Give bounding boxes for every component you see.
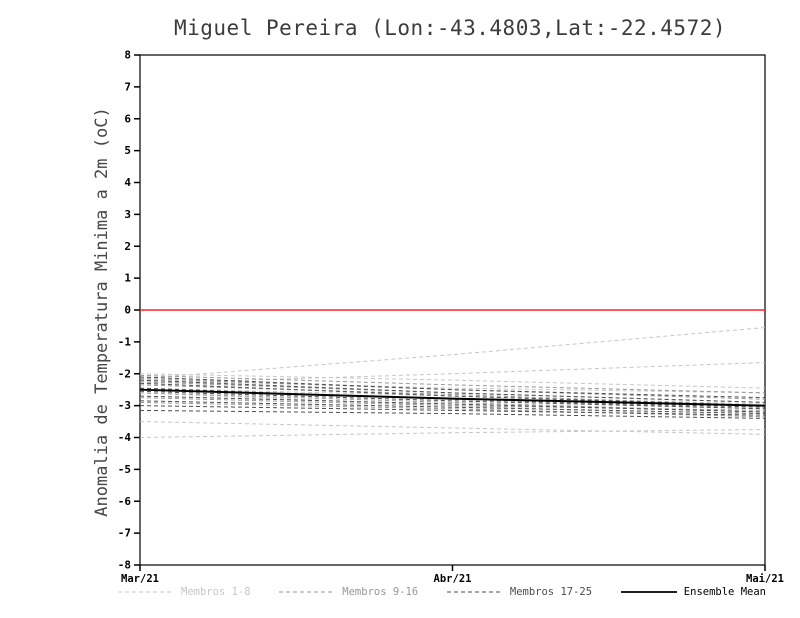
y-tick-label: 4 [124,176,131,189]
y-tick-label: 6 [124,112,131,125]
y-tick-label: -2 [118,367,131,380]
ensemble-member-line [139,405,766,416]
ensemble-member-line [139,390,766,410]
legend-item: Membros 17-25 [446,586,593,598]
y-tick-label: -8 [118,559,131,572]
ensemble-member-line [139,379,766,394]
ensemble-member-line [139,387,766,405]
y-tick-label: 0 [124,304,131,317]
ensemble-member-line [139,401,766,418]
y-tick-label: 1 [124,272,131,285]
y-tick-label: 8 [124,49,131,62]
ensemble-member-line [139,379,766,403]
ensemble-member-line [139,373,766,389]
legend-label: Ensemble Mean [683,586,766,598]
legend-label: Membros 17-25 [509,586,593,598]
chart-title: Miguel Pereira (Lon:-43.4803,Lat:-22.457… [173,16,726,40]
legend-item: Membros 1-8 [118,586,251,598]
ensemble-member-line [139,421,766,435]
y-tick-label: -7 [118,527,131,540]
ensemble-member-line [139,387,766,408]
y-tick-label: -6 [118,495,132,508]
ensemble-member-line [139,378,766,400]
x-tick-label: Mai/21 [746,573,784,585]
legend-item: Membros 9-16 [279,586,418,598]
ensemble-member-line [139,389,766,410]
ensemble-member-line [139,374,766,394]
ensemble-member-line [139,376,766,399]
ensemble-member-line [139,395,766,413]
ensemble-member-line [139,327,766,380]
ensemble-mean-line [139,388,766,407]
legend: Membros 1-8 Membros 9-16 Membros 17-25 Ense… [118,586,766,598]
legend-line-sample [279,591,336,593]
ensemble-member-line [139,429,766,438]
legend-line-sample [446,591,503,593]
y-tick-label: 3 [124,208,131,221]
legend-label: Membros 1-8 [181,586,251,598]
y-tick-label: 7 [124,80,131,93]
ensemble-member-line [139,384,766,407]
legend-line-sample [620,591,677,593]
x-tick-label: Abr/21 [434,573,472,585]
legend-line-sample [118,591,174,593]
y-tick-label: 2 [124,240,131,253]
y-tick-label: -5 [118,463,131,476]
y-tick-label: 5 [124,144,131,157]
legend-item: Ensemble Mean [620,586,766,598]
ensemble-member-line [139,400,766,415]
y-tick-label: -3 [118,399,131,412]
legend-label: Membros 9-16 [342,586,419,598]
ensemble-member-line [139,392,766,418]
ensemble-member-line [139,409,766,419]
ensemble-member-line [139,362,766,384]
y-tick-label: -1 [118,335,132,348]
ensemble-member-line [139,397,766,411]
x-tick-label: Mar/21 [121,573,159,585]
y-tick-label: -4 [118,431,132,444]
